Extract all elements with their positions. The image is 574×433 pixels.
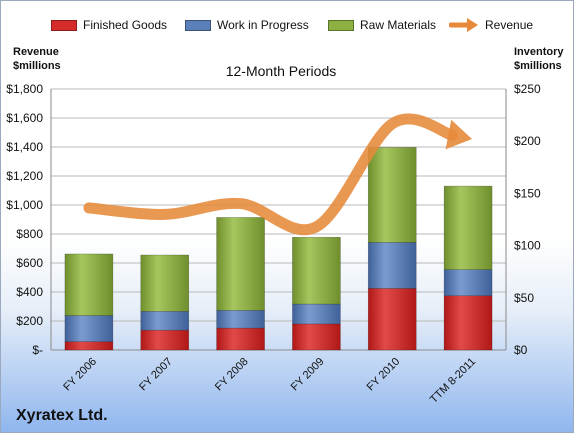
right-axis-tick-label: $150 [514, 186, 541, 200]
chart-subtitle: 12-Month Periods [225, 63, 337, 79]
left-axis-tick-label: $1,600 [6, 111, 43, 125]
bar-raw-materials [367, 147, 417, 243]
bar-raw-materials [64, 253, 114, 316]
bar-raw-materials [443, 185, 493, 270]
right-axis-tick-label: $100 [514, 239, 541, 253]
left-axis-tick-label: $600 [16, 256, 43, 270]
left-axis-tick-label: $1,400 [6, 140, 43, 154]
right-axis-tick-label: $50 [514, 291, 534, 305]
left-axis-tick-label: $800 [16, 227, 43, 241]
x-axis-tick-label: FY 2009 [289, 356, 327, 394]
bar-finished-goods [443, 295, 493, 351]
bar-raw-materials [292, 236, 341, 305]
right-axis-tick-label: $0 [514, 343, 528, 357]
x-axis-tick-label: FY 2010 [365, 356, 403, 394]
legend: Finished Goods Work in Progress Raw Mate… [1, 15, 573, 35]
bar-raw-materials [140, 254, 190, 312]
bar-work-in-progress [292, 303, 341, 325]
right-axis-title-line-1: Inventory [514, 46, 564, 58]
work-in-progress-swatch [185, 19, 211, 31]
left-axis-tick-label: $1,000 [6, 198, 43, 212]
x-axis-tick-label: TTM 8-2011 [428, 356, 478, 406]
x-axis-tick-label: FY 2008 [213, 356, 251, 394]
legend-item-finished-goods: Finished Goods [51, 15, 167, 35]
bar-work-in-progress [367, 242, 417, 289]
finished-goods-swatch [51, 19, 77, 31]
left-axis-title-line-2: $millions [13, 60, 61, 72]
company-name: Xyratex Ltd. [16, 407, 108, 424]
legend-label-revenue: Revenue [485, 18, 534, 32]
bar-finished-goods [140, 329, 190, 351]
bar-finished-goods [292, 323, 341, 351]
right-axis-title: Inventory $millions [514, 45, 564, 73]
revenue-line [83, 113, 458, 236]
left-axis-tick-label: $1,200 [6, 169, 43, 183]
right-axis-tick-label: $250 [514, 82, 541, 96]
legend-label-work-in-progress: Work in Progress [217, 18, 309, 32]
bar-raw-materials [216, 217, 265, 311]
legend-label-finished-goods: Finished Goods [83, 18, 168, 32]
left-axis-tick-label: $- [32, 343, 43, 357]
legend-label-raw-materials: Raw Materials [360, 18, 437, 32]
x-axis-tick-label: FY 2007 [137, 356, 175, 394]
legend-item-raw-materials: Raw Materials [328, 15, 436, 35]
bar-finished-goods [367, 288, 417, 351]
bar-finished-goods [64, 341, 114, 351]
revenue-arrow-icon [449, 18, 478, 32]
bar-work-in-progress [216, 310, 265, 329]
raw-materials-swatch [328, 19, 354, 31]
x-axis-tick-label: FY 2006 [61, 356, 99, 394]
right-axis-tick-label: $200 [514, 134, 541, 148]
bar-work-in-progress [140, 311, 190, 331]
legend-item-revenue: Revenue [449, 15, 533, 35]
left-axis-tick-label: $400 [16, 285, 43, 299]
bar-finished-goods [216, 327, 265, 351]
left-axis-tick-label: $200 [16, 314, 43, 328]
bar-work-in-progress [443, 269, 493, 297]
left-axis-tick-label: $1,800 [6, 82, 43, 96]
left-axis-title: Revenue $millions [13, 45, 61, 73]
legend-item-work-in-progress: Work in Progress [185, 15, 309, 35]
right-axis-title-line-2: $millions [514, 60, 562, 72]
bar-work-in-progress [64, 315, 114, 342]
revenue-arrowhead [445, 119, 473, 150]
left-axis-title-line-1: Revenue [13, 46, 59, 58]
